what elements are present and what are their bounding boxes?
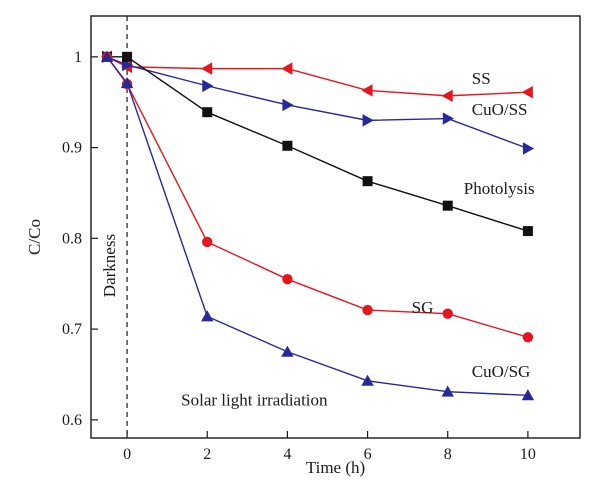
darkness-annotation: Darkness	[100, 234, 119, 297]
series-label: CuO/SG	[472, 362, 531, 381]
x-axis-ticks: 0 2 4 6 8 10	[123, 431, 536, 463]
y-tick-label: 0.7	[62, 321, 82, 338]
data-point	[282, 98, 294, 112]
series-photolysis	[102, 51, 533, 237]
x-tick-label: 0	[123, 446, 131, 463]
x-axis-label: Time (h)	[306, 458, 365, 477]
series-line	[107, 56, 529, 232]
series-label: SG	[412, 298, 434, 317]
series-cuo-ss	[102, 50, 535, 155]
series-label: CuO/SS	[472, 100, 528, 119]
x-tick-label: 6	[364, 446, 372, 463]
data-point	[201, 62, 213, 75]
data-point	[442, 200, 453, 211]
y-tick-label: 0.6	[62, 412, 82, 429]
data-point	[362, 176, 373, 187]
x-tick-label: 8	[444, 446, 452, 463]
data-point	[281, 62, 293, 75]
series-label: SS	[472, 69, 491, 88]
y-tick-label: 0.9	[62, 140, 82, 157]
data-point	[120, 76, 134, 89]
data-point	[442, 112, 454, 125]
data-point	[122, 58, 134, 72]
data-point	[521, 389, 535, 401]
data-point	[362, 114, 374, 127]
data-point	[281, 345, 294, 357]
data-point	[522, 142, 535, 155]
data-point	[521, 86, 533, 99]
y-axis-label: C/Co	[25, 219, 44, 255]
data-point	[442, 308, 453, 319]
data-point	[100, 50, 114, 62]
solar-irradiation-annotation: Solar light irradiation	[181, 390, 328, 409]
data-point	[362, 304, 373, 316]
data-point	[202, 107, 213, 118]
series-line	[106, 56, 528, 397]
x-tick-label: 10	[520, 446, 536, 463]
data-point	[282, 273, 293, 285]
plot-area-frame	[90, 15, 581, 439]
series-labels: SS CuO/SS Photolysis SG CuO/SG	[412, 69, 535, 381]
data-point	[201, 310, 214, 322]
data-point	[441, 385, 454, 397]
data-point	[441, 89, 453, 103]
series-cuo-sg	[100, 50, 535, 401]
data-point	[522, 332, 534, 343]
series-line	[106, 56, 529, 150]
data-point	[282, 140, 293, 151]
y-tick-label: 0.8	[62, 230, 82, 247]
series-ss	[100, 50, 533, 103]
data-point	[202, 79, 214, 93]
series-group	[100, 50, 535, 401]
data-point	[361, 84, 373, 97]
y-axis-ticks: 0.6 0.7 0.8 0.9 1	[62, 49, 98, 429]
x-tick-label: 2	[203, 446, 211, 463]
series-label: Photolysis	[464, 179, 535, 198]
data-point	[202, 236, 213, 248]
data-point	[361, 374, 374, 386]
x-tick-label: 4	[283, 446, 291, 463]
data-point	[122, 51, 133, 62]
y-tick-label: 1	[74, 49, 82, 66]
data-point	[522, 226, 533, 237]
